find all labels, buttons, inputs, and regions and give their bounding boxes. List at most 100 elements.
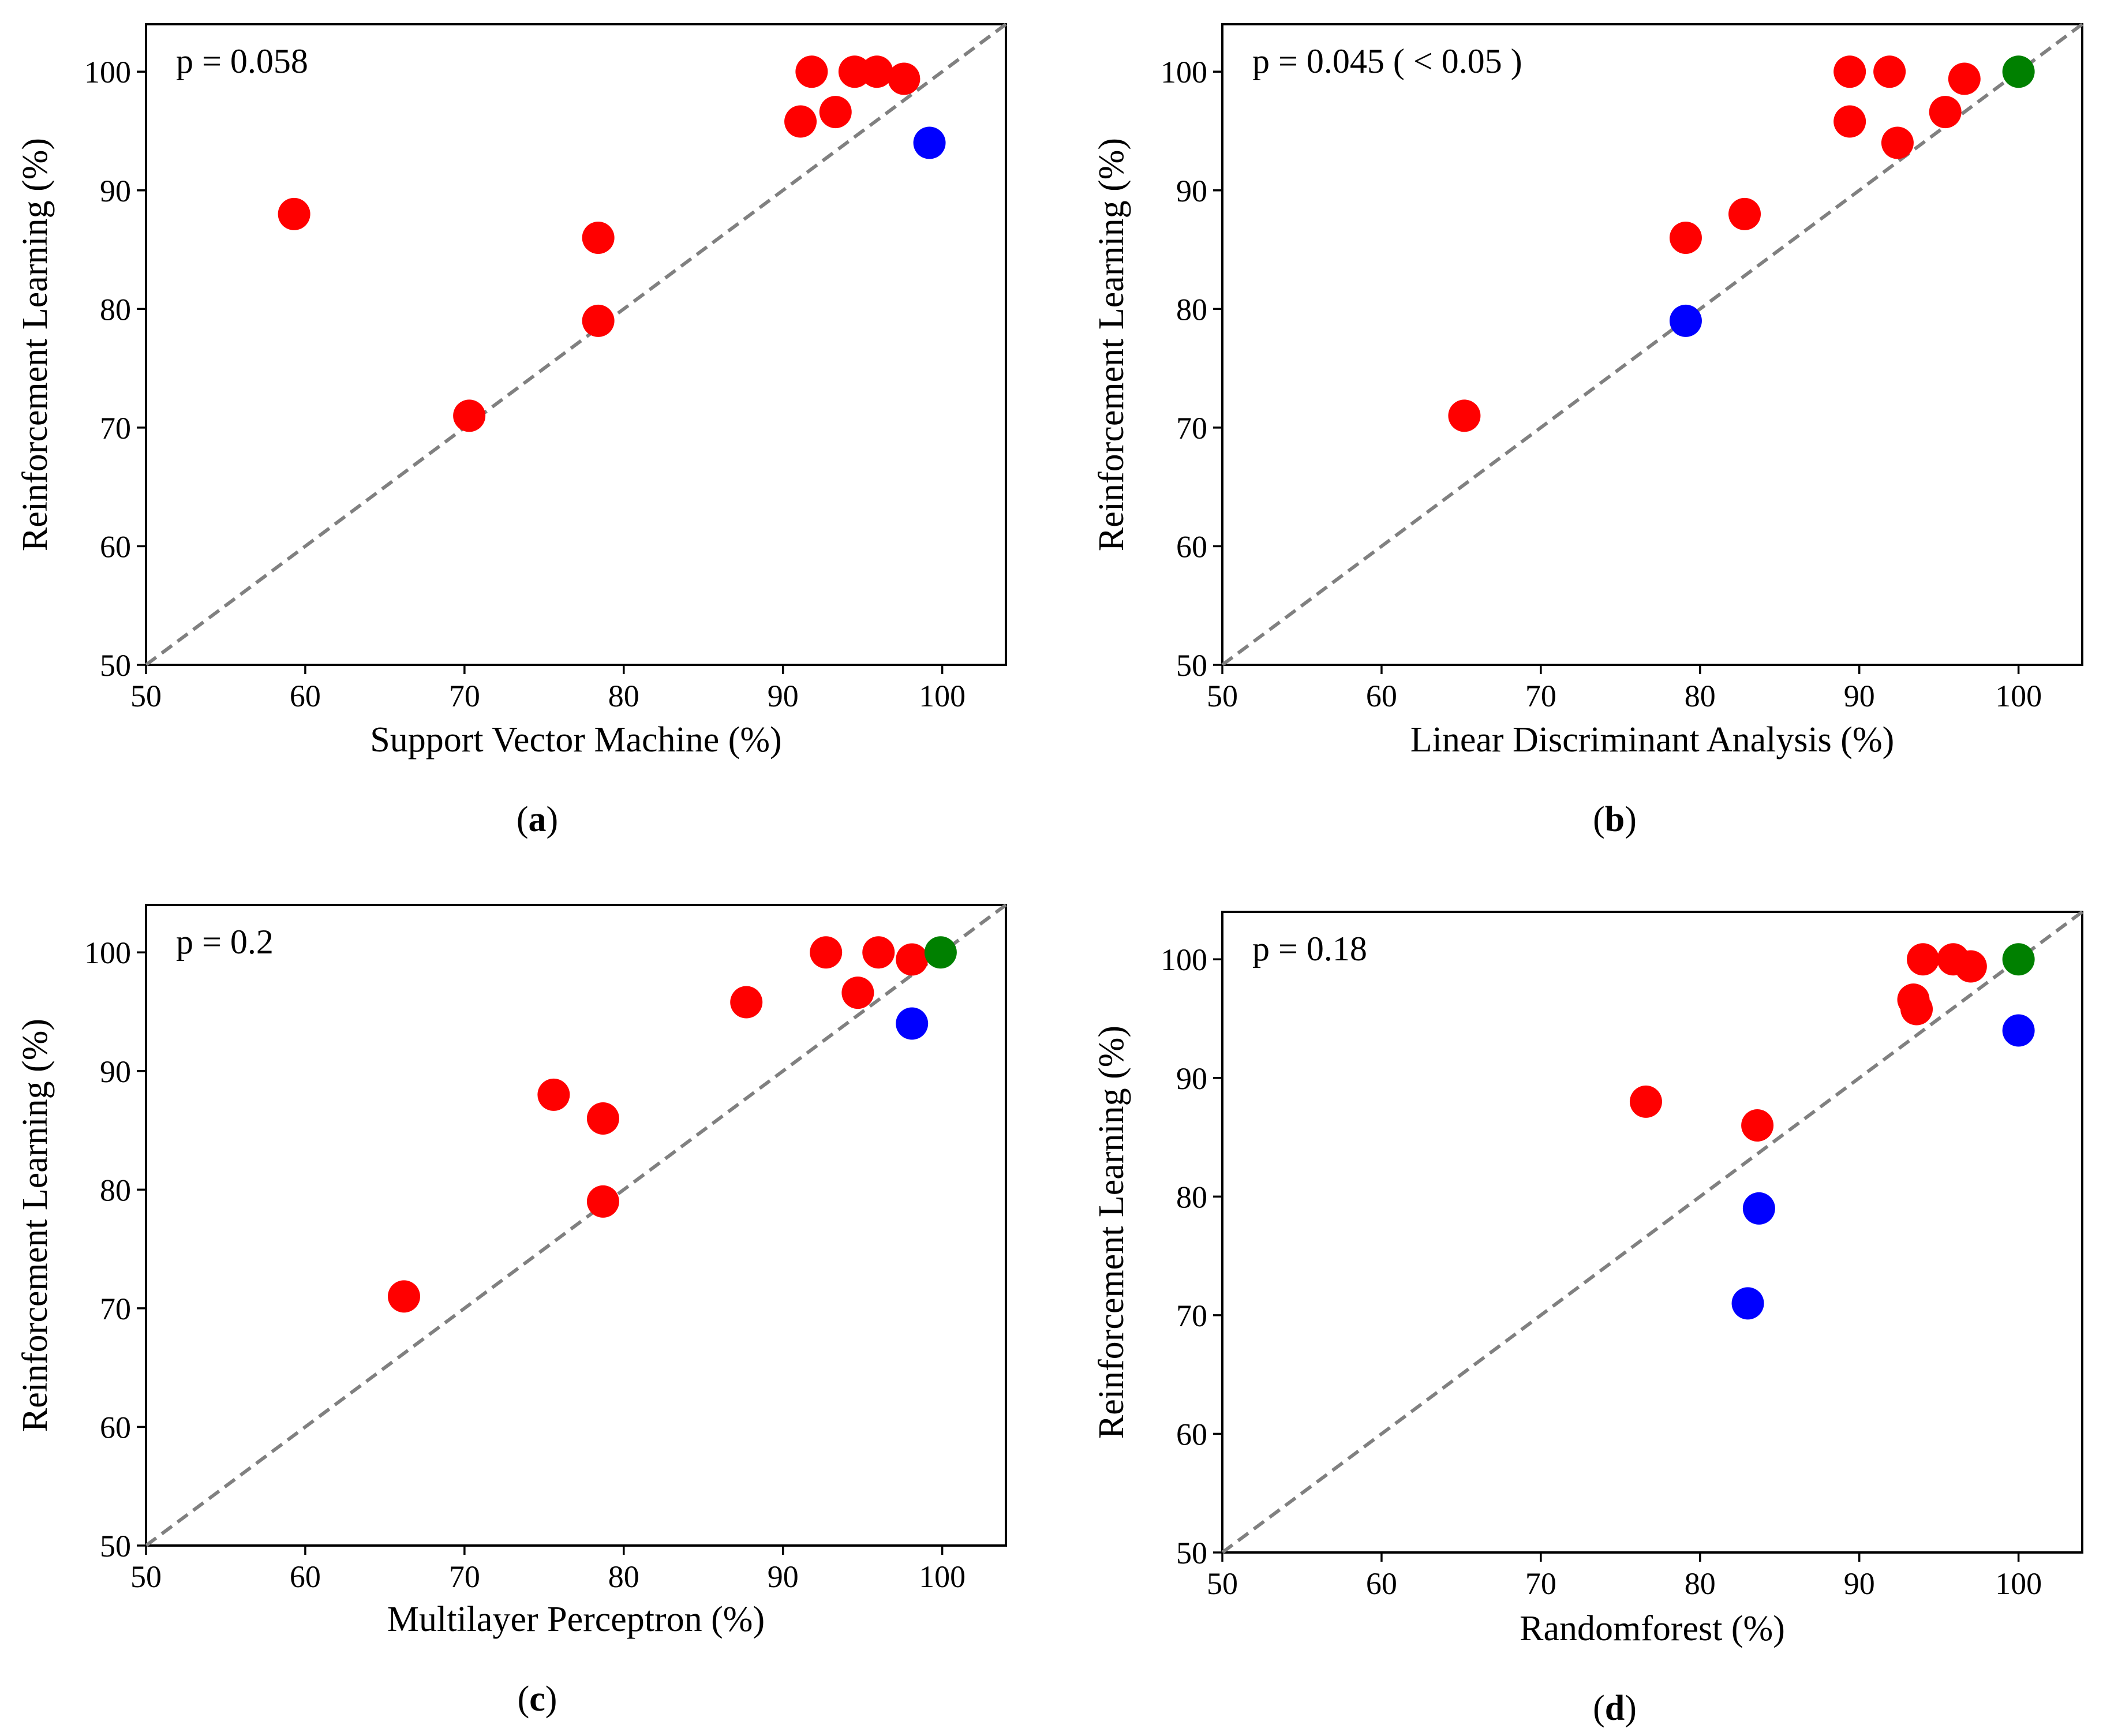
panel-a-data-point	[582, 222, 615, 254]
panel-a-y-axis-label: Reinforcement Learning (%)	[16, 138, 55, 551]
panel-d-data-point	[1907, 943, 1940, 976]
panel-c-y-tick-label: 70	[100, 1292, 131, 1326]
panel-a-plot-area: 50 60 70 80 90 100 50 60 70 80 90 100	[84, 23, 1007, 713]
panel-b-caption: (b)	[1593, 800, 1637, 839]
panel-b-data-point	[1669, 222, 1702, 254]
panel-c-data-point	[586, 1185, 619, 1218]
panel-d-plot-area: 50 60 70 80 90 100 50 60 70 80 90 100	[1161, 910, 2083, 1601]
panel-d-y-tick-label: 100	[1161, 942, 1207, 977]
panel-c-data-point	[924, 936, 957, 969]
panel-d-x-tick-label: 90	[1844, 1566, 1875, 1601]
panel-b-y-axis-label: Reinforcement Learning (%)	[1092, 138, 1131, 551]
panel-c-caption: (c)	[518, 1679, 557, 1719]
panel-a-y-tick-label: 90	[100, 174, 131, 208]
panel-c-data-point	[388, 1280, 420, 1313]
panel-a-x-tick-label: 50	[130, 679, 162, 713]
panel-a-y-tick-label: 80	[100, 292, 131, 327]
panel-c-y-tick-label: 90	[100, 1054, 131, 1089]
panel-d: 50 60 70 80 90 100 50 60 70 80 90 100 p = 0.18 Rand…	[1092, 910, 2083, 1728]
panel-a-reference-line	[145, 23, 1007, 667]
panel-c-x-tick-label: 70	[449, 1559, 480, 1594]
panel-a-data-point	[913, 126, 946, 159]
panel-a-data-point	[838, 55, 871, 88]
panel-d-caption-letter: d	[1605, 1689, 1625, 1728]
panel-c-x-tick-label: 50	[130, 1559, 162, 1594]
panel-a-y-tick-label: 100	[84, 55, 131, 89]
panel-a-data-point	[453, 399, 486, 432]
panel-c-data-point	[586, 1102, 619, 1135]
panel-c-plot-area: 50 60 70 80 90 100 50 60 70 80 90 100	[84, 903, 1007, 1594]
panel-a-data-point	[860, 55, 893, 88]
panel-b-y-tick-label: 90	[1176, 174, 1207, 208]
panel-c-y-tick-label: 50	[100, 1529, 131, 1563]
panel-d-y-tick-label: 80	[1176, 1180, 1207, 1214]
panel-a-caption: (a)	[517, 800, 558, 839]
panel-c-x-tick-label: 80	[608, 1559, 639, 1594]
panel-c-data-point	[862, 936, 895, 969]
panel-c-data-point	[896, 943, 929, 976]
panel-a-x-tick-label: 80	[608, 679, 639, 713]
panel-d-data-point	[1731, 1287, 1764, 1320]
panel-d-x-tick-label: 80	[1685, 1566, 1716, 1601]
panel-a-p-value: p = 0.058	[176, 42, 308, 80]
panel-d-y-tick-label: 70	[1176, 1299, 1207, 1333]
panel-b-y-tick-label: 60	[1176, 529, 1207, 564]
panel-d-y-axis-label: Reinforcement Learning (%)	[1092, 1026, 1131, 1439]
panel-c-x-tick-label: 90	[768, 1559, 799, 1594]
panel-d-y-tick-label: 50	[1176, 1536, 1207, 1570]
panel-a-data-point	[819, 96, 852, 129]
panel-c-x-tick-label: 100	[919, 1559, 966, 1594]
panel-c-x-axis-label: Multilayer Perceptron (%)	[387, 1600, 765, 1639]
panel-a-y-tick-label: 50	[100, 648, 131, 683]
panel-d-x-tick-label: 100	[1995, 1566, 2042, 1601]
panel-d-y-tick-label: 90	[1176, 1061, 1207, 1096]
panel-a-x-tick-label: 70	[449, 679, 480, 713]
panel-d-p-value: p = 0.18	[1252, 930, 1367, 968]
panel-d-caption: (d)	[1593, 1689, 1637, 1728]
panel-b-x-axis-label: Linear Discriminant Analysis (%)	[1410, 720, 1895, 760]
panel-a-data-point	[888, 62, 920, 95]
panel-c-data-point	[810, 936, 843, 969]
panel-b-data-point	[1881, 126, 1914, 159]
panel-d-data-point	[1741, 1109, 1774, 1142]
panel-a-y-tick-label: 70	[100, 411, 131, 446]
panel-a-data-point	[278, 197, 310, 230]
panel-b-frame	[1221, 23, 2083, 666]
panel-c-x-tick-label: 60	[290, 1559, 321, 1594]
panel-c-data-point	[730, 986, 763, 1019]
panel-a-x-tick-label: 90	[768, 679, 799, 713]
panel-b-data-point	[1728, 197, 1761, 230]
panel-d-x-tick-label: 50	[1207, 1566, 1238, 1601]
panel-b-y-tick-label: 50	[1176, 648, 1207, 683]
panel-a-data-point	[795, 55, 828, 88]
panel-c-caption-letter: c	[529, 1679, 545, 1719]
panel-c-p-value: p = 0.2	[176, 923, 274, 961]
panel-c-reference-line	[145, 903, 1007, 1547]
panel-d-data-point	[1900, 993, 1933, 1026]
panel-a-y-tick-label: 60	[100, 529, 131, 564]
panel-c-frame	[145, 904, 1007, 1547]
panel-d-x-tick-label: 60	[1366, 1566, 1397, 1601]
panel-c-data-point	[841, 976, 874, 1009]
panel-b-y-tick-label: 70	[1176, 411, 1207, 446]
panel-b-data-point	[1873, 55, 1906, 88]
panel-b-data-point	[1929, 96, 1962, 129]
panel-d-data-point	[2002, 1014, 2035, 1047]
panel-c-data-point	[896, 1007, 929, 1040]
panel-b-data-point	[1948, 62, 1981, 95]
panel-b-data-point	[1833, 105, 1866, 138]
panel-b-caption-letter: b	[1605, 800, 1625, 839]
panel-b-data-point	[1833, 55, 1866, 88]
panel-a-x-tick-label: 60	[290, 679, 321, 713]
panel-b-p-value: p = 0.045 ( < 0.05 )	[1252, 42, 1522, 80]
panel-d-data-point	[1629, 1085, 1662, 1118]
panel-a-data-point	[784, 105, 817, 138]
panel-c-y-tick-label: 100	[84, 936, 131, 970]
panel-c-data-point	[537, 1078, 570, 1111]
panel-a-x-axis-label: Support Vector Machine (%)	[370, 720, 781, 760]
panel-d-x-axis-label: Randomforest (%)	[1520, 1609, 1785, 1648]
panel-b-y-tick-label: 80	[1176, 292, 1207, 327]
panel-a-data-point	[582, 304, 615, 337]
panel-c-y-axis-label: Reinforcement Learning (%)	[16, 1019, 55, 1432]
